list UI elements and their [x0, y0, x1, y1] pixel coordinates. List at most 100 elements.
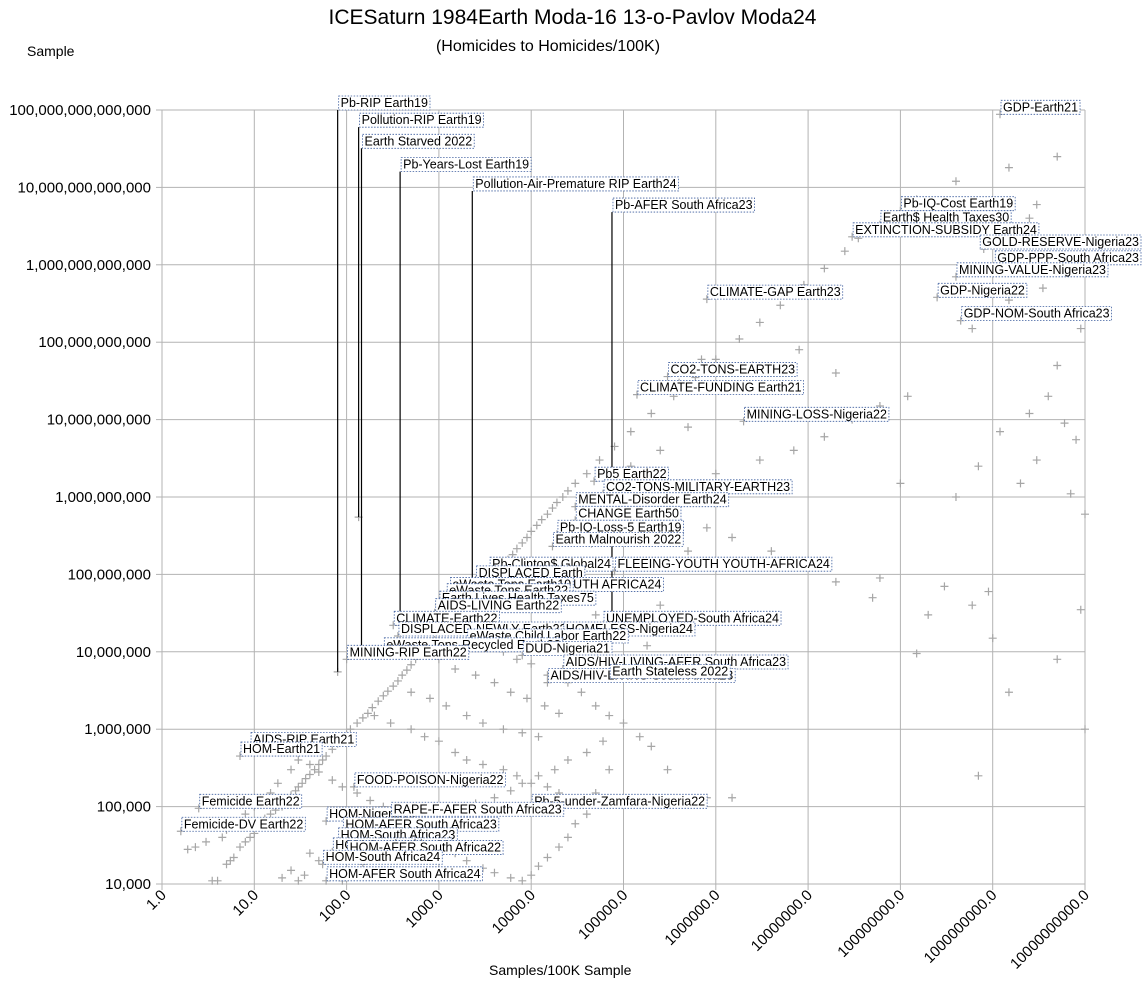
data-point — [379, 691, 388, 700]
data-point — [213, 876, 222, 885]
data-point — [374, 697, 383, 706]
point-label: Pb-IQ-Cost Earth19 — [903, 197, 1013, 211]
y-tick-label: 10,000,000,000,000 — [18, 179, 151, 196]
data-point — [776, 301, 785, 310]
point-label: Pb-RIP Earth19 — [341, 96, 428, 110]
data-point — [294, 782, 303, 791]
data-point — [241, 810, 250, 819]
data-point — [875, 573, 884, 582]
data-point — [490, 868, 499, 877]
point-label-box — [901, 196, 1016, 212]
data-point — [241, 837, 250, 846]
data-point — [518, 728, 527, 737]
point-label-box — [199, 793, 303, 809]
data-point — [527, 779, 536, 788]
data-point — [328, 745, 337, 754]
point-label: Earth Starved 2022 — [364, 134, 472, 148]
point-label: CO2-TONS-EARTH23 — [671, 363, 796, 377]
data-point — [499, 765, 508, 774]
point-label-box — [744, 406, 890, 422]
data-point — [218, 833, 227, 842]
data-point — [1081, 510, 1089, 519]
data-point — [1053, 152, 1062, 161]
point-label: MINING-LOSS-Nigeria22 — [747, 407, 887, 421]
data-point — [358, 713, 367, 722]
data-point — [996, 427, 1005, 436]
data-point — [1025, 409, 1034, 418]
data-point — [266, 810, 275, 819]
data-point — [298, 779, 307, 788]
data-point — [300, 871, 309, 880]
point-label: MINING-RIP Earth22 — [350, 645, 467, 659]
point-label-box — [338, 95, 431, 111]
data-point — [305, 770, 314, 779]
point-labels: Pb-RIP Earth19 Pollution-RIP Earth19 Earth… — [181, 95, 1142, 882]
data-point — [663, 765, 672, 774]
point-label: Pb-AFER South Africa23 — [615, 198, 753, 212]
data-point — [591, 701, 600, 710]
point-label-box — [553, 532, 684, 547]
data-point — [571, 819, 580, 828]
point-label-box — [476, 565, 586, 581]
data-point — [1004, 163, 1013, 172]
data-point — [582, 748, 591, 757]
data-point — [478, 760, 487, 769]
data-point — [518, 876, 527, 885]
data-point — [1053, 655, 1062, 664]
data-point — [656, 446, 665, 455]
data-point — [499, 725, 508, 734]
data-point — [322, 752, 331, 761]
data-point — [619, 719, 628, 728]
data-point — [534, 732, 543, 741]
data-point — [789, 446, 798, 455]
data-point — [767, 547, 776, 556]
data-point — [577, 688, 586, 697]
data-point — [543, 510, 552, 519]
data-point — [554, 843, 563, 852]
point-label: CHANGE Earth50 — [578, 506, 679, 520]
data-point — [903, 392, 912, 401]
data-point — [425, 694, 434, 703]
chart-subtitle: (Homicides to Homicides/100K) — [435, 38, 661, 55]
y-tick-label: 1,000,000 — [84, 721, 151, 738]
data-point — [518, 538, 527, 547]
data-point — [896, 479, 905, 488]
x-tick-label: 10.0 — [229, 887, 262, 920]
data-point — [353, 719, 362, 728]
point-label: HOM-AFER South Africa24 — [329, 867, 480, 881]
point-label-box — [637, 380, 804, 396]
data-point — [550, 765, 559, 774]
x-tick-label: 10000.0 — [489, 887, 539, 937]
point-label: Earth Malnourish 2022 — [555, 532, 681, 546]
point-label-box — [354, 772, 506, 788]
data-point — [1081, 725, 1089, 734]
data-point — [294, 876, 303, 885]
data-point — [595, 456, 604, 465]
data-point — [647, 742, 656, 751]
point-label: Earth Stateless 2022 — [612, 665, 728, 679]
point-label-box — [994, 250, 1142, 266]
x-tick-label: 10000000.0 — [748, 887, 816, 955]
data-point — [1016, 479, 1025, 488]
data-point — [868, 593, 877, 602]
data-point — [386, 719, 395, 728]
data-point — [398, 671, 407, 680]
data-point — [338, 782, 347, 791]
data-point — [626, 427, 635, 436]
data-point — [462, 756, 471, 765]
data-point — [442, 701, 451, 710]
point-label-box — [880, 210, 1012, 226]
data-point — [820, 264, 829, 273]
data-point — [1053, 361, 1062, 370]
data-point — [735, 334, 744, 343]
data-point — [605, 711, 614, 720]
data-point — [543, 853, 552, 862]
data-point — [548, 504, 557, 513]
data-point — [1038, 284, 1047, 293]
data-point — [974, 771, 983, 780]
data-point — [346, 725, 355, 734]
data-point — [407, 688, 416, 697]
point-label-box — [575, 492, 730, 508]
x-tick-label: 1000000000.0 — [921, 887, 1001, 967]
data-point — [1032, 200, 1041, 209]
